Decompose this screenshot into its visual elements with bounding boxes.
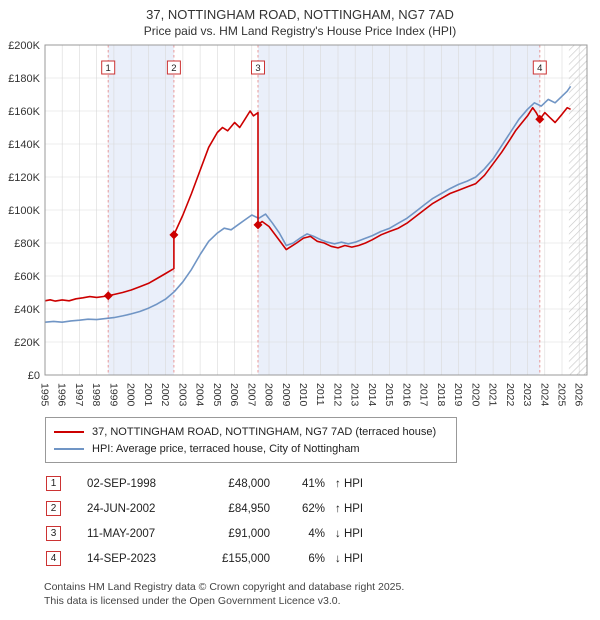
sale-price: £84,950	[228, 502, 270, 515]
row-number-badge: 2	[46, 501, 61, 517]
svg-text:2013: 2013	[349, 383, 361, 407]
svg-text:2000: 2000	[125, 383, 137, 407]
svg-text:£140K: £140K	[8, 139, 40, 151]
svg-text:2008: 2008	[263, 383, 275, 407]
svg-text:1999: 1999	[107, 383, 119, 407]
svg-text:£60K: £60K	[14, 271, 40, 283]
svg-text:2010: 2010	[297, 383, 309, 407]
svg-text:2001: 2001	[142, 383, 154, 407]
svg-text:2014: 2014	[366, 383, 378, 407]
legend-item-hpi: HPI: Average price, terraced house, City…	[54, 440, 448, 457]
svg-text:2007: 2007	[245, 383, 257, 407]
svg-text:2012: 2012	[332, 383, 344, 407]
svg-text:2026: 2026	[573, 383, 585, 407]
svg-text:2024: 2024	[538, 383, 550, 407]
footer-line-1: Contains HM Land Registry data © Crown c…	[44, 581, 405, 594]
svg-text:£40K: £40K	[14, 304, 40, 316]
svg-text:4: 4	[537, 63, 542, 74]
sale-price: £155,000	[222, 552, 270, 565]
license-footer: Contains HM Land Registry data © Crown c…	[44, 581, 600, 607]
svg-text:£0: £0	[28, 370, 40, 382]
svg-text:2003: 2003	[176, 383, 188, 407]
sale-hpi-percent: 62%	[301, 502, 325, 515]
table-row: 4 14-SEP-2023 £155,000 6% ↓ HPI	[0, 546, 600, 571]
svg-text:2020: 2020	[469, 383, 481, 407]
svg-text:2019: 2019	[452, 383, 464, 407]
svg-text:£200K: £200K	[8, 40, 40, 52]
svg-text:2: 2	[171, 63, 176, 74]
svg-text:2022: 2022	[504, 383, 516, 407]
page-title: 37, NOTTINGHAM ROAD, NOTTINGHAM, NG7 7AD	[146, 7, 454, 22]
sale-date: 02-SEP-1998	[87, 477, 157, 490]
legend-label: HPI: Average price, terraced house, City…	[92, 442, 360, 455]
svg-text:1998: 1998	[90, 383, 102, 407]
svg-text:2021: 2021	[487, 383, 499, 407]
svg-text:2002: 2002	[159, 383, 171, 407]
title-block: 37, NOTTINGHAM ROAD, NOTTINGHAM, NG7 7AD…	[0, 0, 600, 39]
row-number-badge: 4	[46, 551, 61, 567]
svg-text:2011: 2011	[314, 383, 326, 406]
svg-text:£180K: £180K	[8, 73, 40, 85]
svg-text:£80K: £80K	[14, 238, 40, 250]
legend-label: 37, NOTTINGHAM ROAD, NOTTINGHAM, NG7 7AD…	[92, 425, 437, 438]
property-line-swatch	[54, 430, 84, 433]
svg-text:1996: 1996	[56, 383, 68, 407]
table-row: 3 11-MAY-2007 £91,000 4% ↓ HPI	[0, 521, 600, 546]
sale-date: 14-SEP-2023	[87, 552, 157, 565]
sale-hpi-direction: ↓ HPI	[335, 527, 364, 540]
svg-text:1995: 1995	[39, 383, 51, 407]
svg-text:£160K: £160K	[8, 106, 40, 118]
svg-text:2009: 2009	[280, 383, 292, 407]
sale-hpi-percent: 4%	[308, 527, 325, 540]
sale-hpi-percent: 6%	[308, 552, 325, 565]
svg-text:£20K: £20K	[14, 337, 40, 349]
legend-item-property: 37, NOTTINGHAM ROAD, NOTTINGHAM, NG7 7AD…	[54, 423, 448, 440]
sale-price: £48,000	[228, 477, 270, 490]
svg-text:£120K: £120K	[8, 172, 40, 184]
svg-text:2005: 2005	[211, 383, 223, 407]
sale-date: 24-JUN-2002	[87, 502, 156, 515]
svg-text:3: 3	[255, 63, 260, 74]
page-subtitle: Price paid vs. HM Land Registry's House …	[143, 23, 457, 38]
footer-line-2: This data is licensed under the Open Gov…	[44, 594, 341, 607]
legend: 37, NOTTINGHAM ROAD, NOTTINGHAM, NG7 7AD…	[45, 417, 457, 464]
sale-price: £91,000	[228, 527, 270, 540]
sale-hpi-direction: ↑ HPI	[335, 477, 364, 490]
svg-text:2025: 2025	[556, 383, 568, 407]
svg-text:2017: 2017	[418, 383, 430, 407]
price-chart: 1995 1996 1997 1998 1999 2000 2001 2002 2003 2004…	[8, 40, 588, 407]
transaction-table: 1 02-SEP-1998 £48,000 41% ↑ HPI 2 24-JUN…	[0, 471, 600, 571]
sale-date: 11-MAY-2007	[87, 527, 156, 540]
svg-text:2004: 2004	[194, 383, 206, 407]
sale-hpi-direction: ↑ HPI	[335, 502, 364, 515]
table-row: 2 24-JUN-2002 £84,950 62% ↑ HPI	[0, 496, 600, 521]
row-number-badge: 1	[46, 476, 61, 492]
hpi-line-swatch	[54, 447, 84, 450]
table-row: 1 02-SEP-1998 £48,000 41% ↑ HPI	[0, 471, 600, 496]
row-number-badge: 3	[46, 526, 61, 542]
svg-text:2018: 2018	[435, 383, 447, 407]
svg-text:2023: 2023	[521, 383, 533, 407]
svg-text:1: 1	[106, 63, 111, 74]
svg-text:2015: 2015	[383, 383, 395, 407]
svg-text:2016: 2016	[400, 383, 412, 407]
sale-hpi-percent: 41%	[301, 477, 325, 490]
svg-text:£100K: £100K	[8, 205, 40, 217]
svg-text:1997: 1997	[73, 383, 85, 407]
svg-text:2006: 2006	[228, 383, 240, 407]
price-chart-area: 1995 1996 1997 1998 1999 2000 2001 2002 2003 2004…	[0, 39, 600, 413]
sale-hpi-direction: ↓ HPI	[335, 552, 364, 565]
